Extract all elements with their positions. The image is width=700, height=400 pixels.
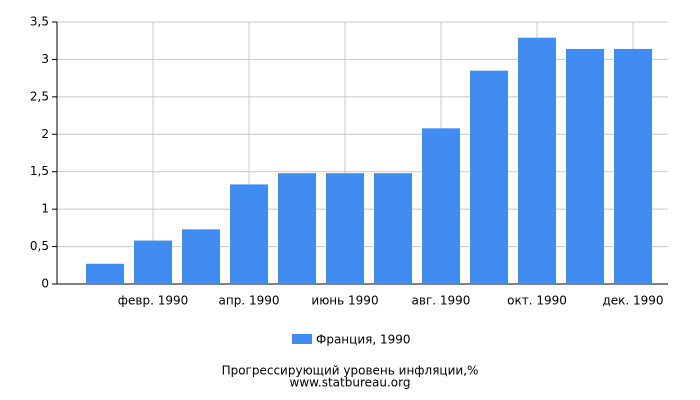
x-tick-label: апр. 1990 bbox=[219, 294, 280, 308]
bar bbox=[518, 37, 556, 284]
bar bbox=[374, 173, 412, 284]
x-tick-label: июнь 1990 bbox=[311, 294, 378, 308]
chart-title: Прогрессирующий уровень инфляции,% bbox=[222, 364, 479, 378]
y-tick-label: 0 bbox=[41, 277, 49, 291]
bar bbox=[134, 240, 172, 284]
bar bbox=[278, 173, 316, 284]
y-tick-label: 3,5 bbox=[30, 15, 49, 29]
x-tick-label: авг. 1990 bbox=[412, 294, 471, 308]
x-tick-label: дек. 1990 bbox=[602, 294, 663, 308]
x-tick-label: февр. 1990 bbox=[118, 294, 189, 308]
legend-label: Франция, 1990 bbox=[316, 333, 411, 347]
bar bbox=[470, 70, 508, 285]
bar bbox=[566, 48, 604, 284]
y-tick-label: 2 bbox=[41, 127, 49, 141]
bar bbox=[614, 48, 652, 284]
chart-subtitle: www.statbureau.org bbox=[290, 376, 411, 390]
bar bbox=[86, 263, 124, 284]
y-tick-label: 1 bbox=[41, 202, 49, 216]
y-tick-label: 1,5 bbox=[30, 164, 49, 178]
bar bbox=[230, 184, 268, 284]
y-tick-label: 3 bbox=[41, 52, 49, 66]
bar bbox=[326, 173, 364, 284]
bar bbox=[422, 128, 460, 284]
y-tick-label: 2,5 bbox=[30, 89, 49, 103]
bar bbox=[182, 229, 220, 284]
y-tick-label: 0,5 bbox=[30, 239, 49, 253]
legend-swatch bbox=[292, 334, 312, 344]
x-tick-label: окт. 1990 bbox=[507, 294, 567, 308]
